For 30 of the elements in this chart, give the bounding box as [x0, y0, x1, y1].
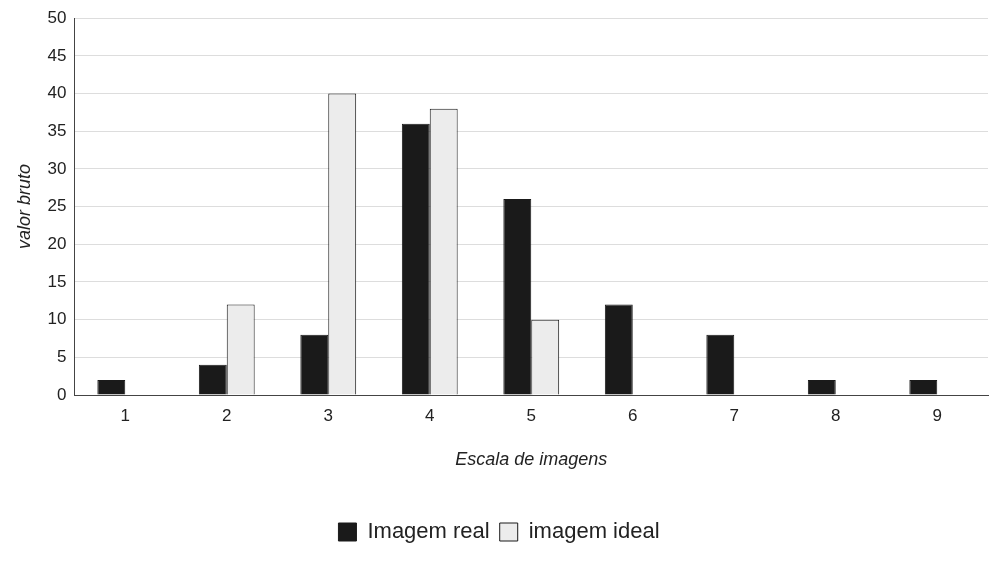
y-tick-label: 10 — [47, 309, 67, 329]
y-tick-label: 35 — [47, 120, 67, 140]
bar — [300, 334, 329, 395]
y-tick-label: 45 — [47, 45, 67, 65]
x-tick-label: 9 — [932, 405, 942, 425]
bar — [807, 379, 836, 395]
y-tick-label: 50 — [47, 7, 67, 27]
y-tick-label: 0 — [57, 384, 67, 404]
y-tick-label: 40 — [47, 83, 67, 103]
x-axis-title: Escala de imagens — [455, 449, 608, 470]
bar — [909, 379, 938, 395]
y-tick-label: 30 — [47, 158, 67, 178]
bar — [97, 379, 126, 395]
bar — [604, 304, 633, 395]
y-tick-label: 20 — [47, 233, 67, 253]
x-tick-label: 3 — [323, 405, 333, 425]
x-tick-label: 7 — [729, 405, 739, 425]
x-tick-label: 2 — [222, 405, 232, 425]
x-tick-label: 1 — [120, 405, 130, 425]
y-tick-label: 25 — [47, 196, 67, 216]
bar — [706, 334, 735, 395]
x-tick-label: 8 — [831, 405, 841, 425]
x-tick-label: 6 — [628, 405, 638, 425]
legend-label: imagem ideal — [528, 518, 660, 544]
y-axis-title: valor bruto — [13, 164, 34, 250]
y-tick-label: 15 — [47, 271, 67, 291]
legend-label: Imagem real — [367, 518, 490, 544]
y-tick-label: 5 — [57, 347, 67, 367]
x-tick-label: 4 — [425, 405, 435, 425]
x-tick-label: 5 — [526, 405, 536, 425]
